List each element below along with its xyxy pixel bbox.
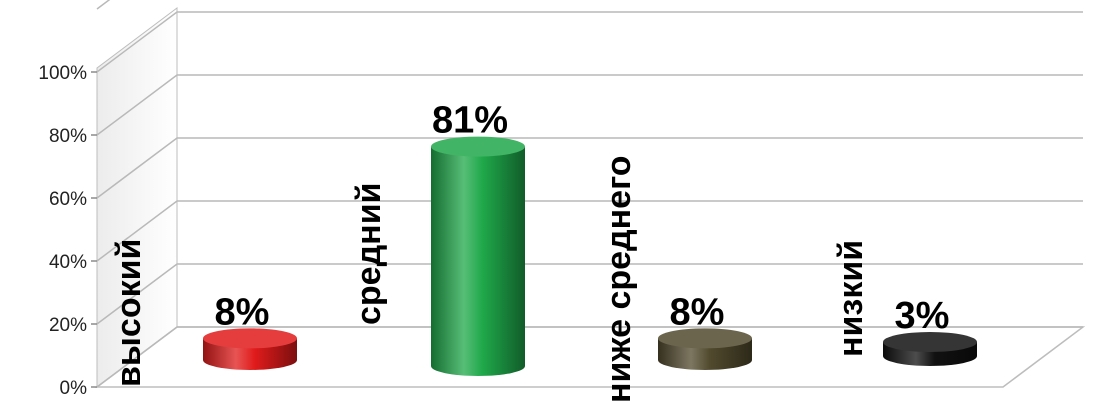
category-label: ниже среднего (600, 155, 638, 403)
y-tick-label: 40% (49, 252, 87, 273)
category-label: высокий (110, 239, 148, 387)
gridline (96, 74, 1083, 136)
bars (203, 136, 977, 376)
data-label: 3% (895, 295, 950, 337)
category-label: средний (350, 182, 388, 325)
gridline (96, 137, 1083, 199)
gridline (96, 326, 1083, 388)
y-tick-label: 80% (49, 126, 87, 147)
gridline (96, 11, 1083, 73)
y-tick-label: 20% (49, 315, 87, 336)
bar-top (431, 136, 525, 157)
y-tick-label: 100% (38, 63, 87, 84)
y-tick-label: 60% (49, 189, 87, 210)
y-tick-label: 0% (60, 378, 88, 399)
gridlines (96, 0, 1083, 388)
bar-top (658, 328, 752, 349)
category-label: низкий (832, 240, 870, 357)
gridline (96, 0, 111, 10)
data-label: 8% (215, 291, 270, 333)
data-label: 81% (432, 100, 508, 142)
gridline (96, 200, 1083, 262)
bar (431, 146, 525, 376)
chart-walls (94, 7, 1086, 388)
gridline (96, 263, 1083, 325)
labels: 8% высокий 81% средний 8% ниже среднего 3% низк… (110, 100, 949, 403)
bar-top (883, 332, 977, 352)
bar-top (203, 328, 297, 349)
y-axis-ticks: 0% 20% 40% 60% 80% 100% (38, 63, 97, 399)
back-wall (177, 8, 1083, 327)
data-label: 8% (670, 291, 725, 333)
